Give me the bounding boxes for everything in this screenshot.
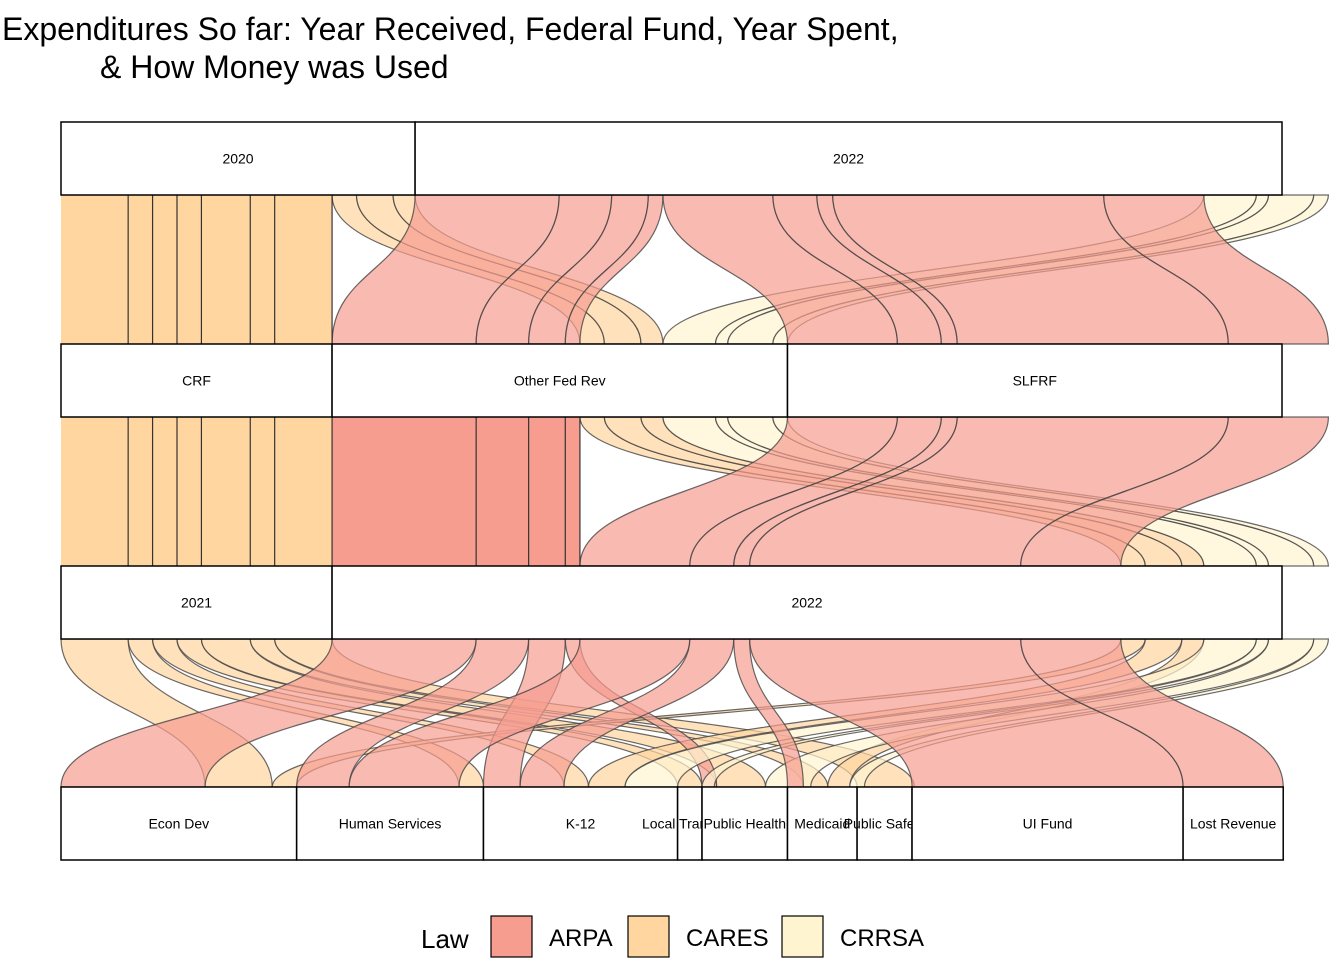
stratum-label-how-money-was-used-human-services: Human Services — [339, 816, 442, 832]
stratum-box-year-spent-2022 — [331, 565, 1283, 640]
stratum-label-year-spent-2021: 2021 — [181, 595, 212, 611]
ribbon-cares-2020-to-crf — [128, 195, 153, 344]
stratum-label-year-received-2022: 2022 — [833, 151, 864, 167]
legend: Law ARPA CARES CRRSA — [421, 915, 924, 958]
ribbon-cares-crf-to-2021 — [61, 417, 129, 566]
stratum-label-how-money-was-used-public-safety: Public Safety — [844, 816, 926, 832]
ribbon-cares-crf-to-2021 — [201, 417, 251, 566]
stratum-label-federal-fund-crf: CRF — [182, 373, 211, 389]
chart-title-line-1: Expenditures So far: Year Received, Fede… — [2, 11, 899, 47]
ribbon-cares-crf-to-2021 — [274, 417, 333, 566]
stratum-box-year-received-2020 — [60, 121, 416, 196]
stratum-box-how-money-was-used-econ-dev — [60, 786, 298, 861]
stratum-label-how-money-was-used-ui-fund: UI Fund — [1023, 816, 1073, 832]
stratum-box-how-money-was-used-public-safety — [856, 786, 913, 861]
stratum-box-how-money-was-used-ui-fund — [911, 786, 1184, 861]
stratum-label-federal-fund-other-fed-rev: Other Fed Rev — [514, 373, 606, 389]
stratum-label-how-money-was-used-lost-revenue: Lost Revenue — [1190, 816, 1277, 832]
stratum-box-how-money-was-used-medicaid — [786, 786, 858, 861]
legend-label-cares: CARES — [686, 925, 769, 952]
ribbon-arpa-other-fed-rev-to-2022 — [528, 417, 566, 566]
stratum-label-federal-fund-slfrf: SLFRF — [1013, 373, 1057, 389]
stratum-label-year-spent-2022: 2022 — [791, 595, 822, 611]
ribbon-cares-crf-to-2021 — [250, 417, 275, 566]
stratum-box-how-money-was-used-human-services — [295, 786, 485, 861]
stratum-box-how-money-was-used-public-health — [701, 786, 789, 861]
legend-title: Law — [421, 924, 469, 954]
legend-label-arpa: ARPA — [549, 925, 613, 952]
legend-key-arpa — [490, 915, 533, 958]
ribbon-cares-2020-to-crf — [176, 195, 202, 344]
ribbon-cares-2020-to-crf — [274, 195, 333, 344]
ribbon-arpa-other-fed-rev-to-2022 — [332, 417, 477, 566]
ribbon-cares-crf-to-2021 — [152, 417, 177, 566]
stratum-label-how-money-was-used-public-health: Public Health — [704, 816, 787, 832]
chart-title-line-2: & How Money was Used — [100, 49, 449, 85]
ribbon-arpa-other-fed-rev-to-2022 — [476, 417, 529, 566]
ribbon-cares-2020-to-crf — [61, 195, 129, 344]
ribbon-layer — [60, 194, 1330, 788]
ribbon-cares-2020-to-crf — [201, 195, 251, 344]
chart-title: Expenditures So far: Year Received, Fede… — [0, 10, 899, 86]
stratum-label-how-money-was-used-k-12: K-12 — [566, 816, 596, 832]
stratum-box-how-money-was-used-lost-revenue — [1182, 786, 1284, 861]
ribbon-arpa-other-fed-rev-to-2022 — [565, 417, 580, 566]
legend-key-crrsa — [781, 915, 824, 958]
ribbon-cares-2020-to-crf — [152, 195, 177, 344]
stratum-box-federal-fund-slfrf — [786, 343, 1283, 418]
stratum-label-year-received-2020: 2020 — [222, 151, 253, 167]
stratum-box-how-money-was-used-k-12 — [482, 786, 679, 861]
stratum-box-how-money-was-used-local-transfers — [676, 786, 703, 861]
stratum-box-year-spent-2021 — [60, 565, 333, 640]
stratum-label-how-money-was-used-medicaid: Medicaid — [794, 816, 850, 832]
stratum-box-year-received-2022 — [414, 121, 1283, 196]
legend-label-crrsa: CRRSA — [840, 925, 924, 952]
stratum-label-how-money-was-used-econ-dev: Econ Dev — [148, 816, 209, 832]
ribbon-cares-2020-to-crf — [250, 195, 275, 344]
ribbon-cares-crf-to-2021 — [176, 417, 202, 566]
ribbon-arpa-2022-to-slfrf — [1103, 194, 1330, 345]
legend-key-cares — [627, 915, 670, 958]
stratum-box-federal-fund-crf — [60, 343, 333, 418]
stratum-layer: 2020 2022 CRF Other Fed Rev SLFRF 2021 2022 Eco… — [60, 121, 1284, 861]
ribbon-cares-crf-to-2021 — [128, 417, 153, 566]
